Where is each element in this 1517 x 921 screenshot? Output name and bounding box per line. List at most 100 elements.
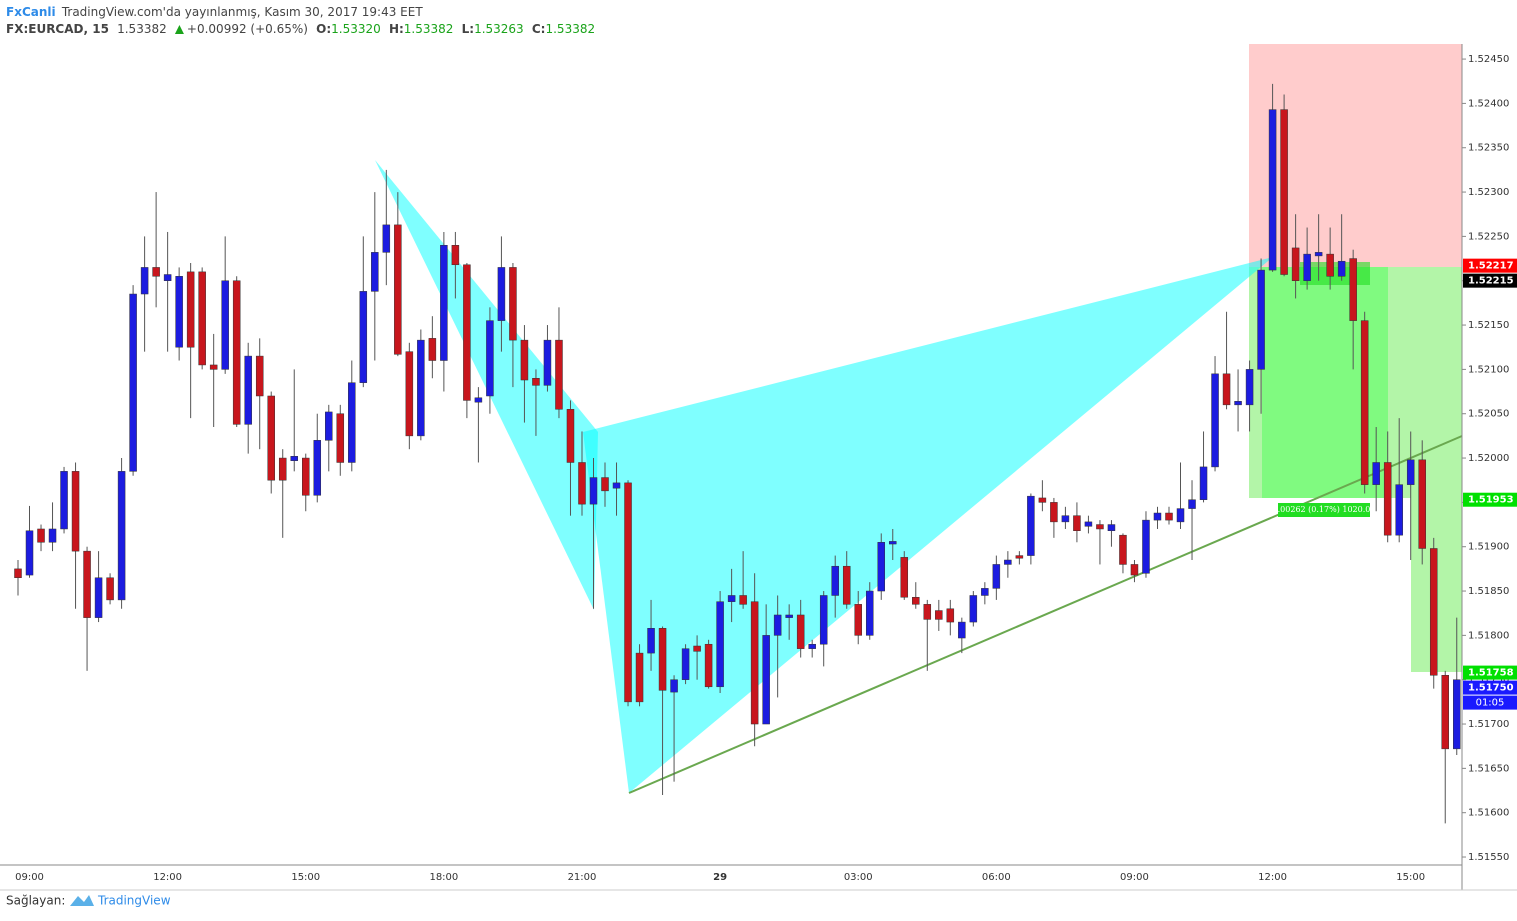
candle-body bbox=[762, 635, 770, 725]
y-tick-label: 1.51900 bbox=[1468, 542, 1509, 553]
candle-body bbox=[382, 224, 391, 253]
candle-body bbox=[647, 628, 655, 654]
candle-body bbox=[1291, 247, 1300, 281]
candle-body bbox=[1073, 515, 1081, 531]
candle-body bbox=[428, 338, 437, 361]
candle-body bbox=[589, 477, 598, 505]
y-tick-label: 1.52300 bbox=[1468, 187, 1509, 198]
candle-body bbox=[37, 528, 45, 543]
y-tick-label: 1.51650 bbox=[1468, 763, 1509, 774]
candle-body bbox=[935, 610, 943, 620]
change: +0.00992 (+0.65%) bbox=[187, 22, 308, 36]
candle-body bbox=[359, 291, 368, 383]
candle-body bbox=[785, 614, 793, 618]
published: TradingView.com'da yayınlanmış, Kasım 30… bbox=[61, 5, 424, 19]
candle-body bbox=[1176, 508, 1185, 523]
candle-body bbox=[25, 530, 34, 576]
candle-body bbox=[186, 271, 195, 348]
candle-body bbox=[440, 245, 448, 361]
candle-body bbox=[889, 541, 897, 545]
candle-body bbox=[969, 595, 978, 623]
candle-body bbox=[1130, 564, 1139, 576]
x-tick-label: 09:00 bbox=[15, 872, 44, 883]
candle-body bbox=[129, 293, 137, 472]
ohlc-key: L: bbox=[462, 22, 474, 36]
header-line-2: FX:EURCAD, 15 1.53382 +0.00992 (+0.65%) … bbox=[6, 22, 595, 36]
brand-logo bbox=[70, 895, 94, 906]
x-tick-label: 21:00 bbox=[568, 872, 597, 883]
x-tick-label: 12:00 bbox=[153, 872, 182, 883]
candle-body bbox=[912, 596, 920, 605]
candle-body bbox=[612, 482, 621, 489]
candle-body bbox=[865, 590, 874, 636]
candle-body bbox=[635, 652, 644, 703]
profit-zone bbox=[1262, 267, 1388, 498]
price-tag-label: 1.52215 bbox=[1468, 276, 1514, 287]
price-tag-label: 1.51758 bbox=[1468, 668, 1514, 679]
brand: TradingView bbox=[97, 894, 171, 908]
ohlc-key: H: bbox=[389, 22, 404, 36]
candle-body bbox=[267, 395, 275, 481]
candle-body bbox=[727, 595, 736, 602]
ohlc-key: O: bbox=[316, 22, 331, 36]
candle-body bbox=[958, 621, 966, 639]
candle-body bbox=[371, 252, 379, 292]
candle-body bbox=[578, 462, 586, 505]
y-tick-label: 1.51550 bbox=[1468, 852, 1509, 863]
candle-body bbox=[278, 457, 287, 481]
candle-body bbox=[532, 378, 540, 386]
candle-body bbox=[1038, 497, 1047, 503]
candle-body bbox=[1050, 502, 1058, 523]
price-tag-label: 1.52217 bbox=[1468, 261, 1514, 272]
candle-body bbox=[463, 264, 471, 401]
y-tick-label: 1.52000 bbox=[1468, 453, 1509, 464]
price-tag bbox=[1463, 665, 1517, 680]
x-tick-label: 12:00 bbox=[1258, 872, 1287, 883]
candle-body bbox=[1153, 512, 1162, 521]
y-tick-label: 1.51750 bbox=[1468, 675, 1509, 686]
candle-body bbox=[509, 267, 517, 341]
candle-body bbox=[1326, 253, 1334, 277]
candle-body bbox=[1245, 369, 1254, 406]
candle-body bbox=[670, 679, 678, 693]
x-tick-label: 15:00 bbox=[1396, 872, 1425, 883]
y-tick-label: 1.52450 bbox=[1468, 54, 1509, 65]
candle-body bbox=[854, 604, 862, 636]
price-tag bbox=[1463, 492, 1517, 507]
candle-body bbox=[474, 397, 483, 403]
candle-body bbox=[658, 628, 667, 691]
ohlc-value: 1.53382 bbox=[404, 22, 454, 36]
candle-body bbox=[244, 355, 252, 425]
countdown-tag bbox=[1463, 695, 1517, 710]
candle-body bbox=[543, 339, 552, 386]
price-tag bbox=[1463, 258, 1517, 273]
up-arrow bbox=[174, 25, 184, 34]
candle-body bbox=[83, 550, 91, 618]
candle-body bbox=[992, 564, 1001, 589]
candle-body bbox=[704, 643, 713, 688]
candle-body bbox=[336, 413, 345, 463]
candle-body bbox=[60, 471, 68, 530]
candle-body bbox=[681, 648, 690, 680]
symbol: FX:EURCAD, 15 bbox=[6, 22, 109, 36]
candle-body bbox=[1268, 109, 1277, 271]
price-tag-label: 1.51750 bbox=[1468, 683, 1514, 694]
candle-body bbox=[117, 471, 126, 601]
candle-body bbox=[486, 320, 494, 397]
candle-body bbox=[232, 280, 241, 425]
x-tick-label: 09:00 bbox=[1120, 872, 1149, 883]
ohlc-value: 1.53320 bbox=[331, 22, 381, 36]
candle-body bbox=[1441, 675, 1449, 750]
ohlc-value: 1.53263 bbox=[474, 22, 524, 36]
candle-body bbox=[1372, 462, 1380, 485]
provided-by: Sağlayan: bbox=[6, 894, 65, 908]
candle-body bbox=[1188, 499, 1196, 509]
candle-body bbox=[417, 339, 425, 437]
candle-body bbox=[198, 271, 206, 366]
x-tick-label: 18:00 bbox=[429, 872, 458, 883]
candle-body bbox=[1406, 459, 1415, 485]
candle-body bbox=[750, 601, 759, 725]
candle-body bbox=[94, 577, 103, 618]
ohlc-value: 1.53382 bbox=[545, 22, 595, 36]
